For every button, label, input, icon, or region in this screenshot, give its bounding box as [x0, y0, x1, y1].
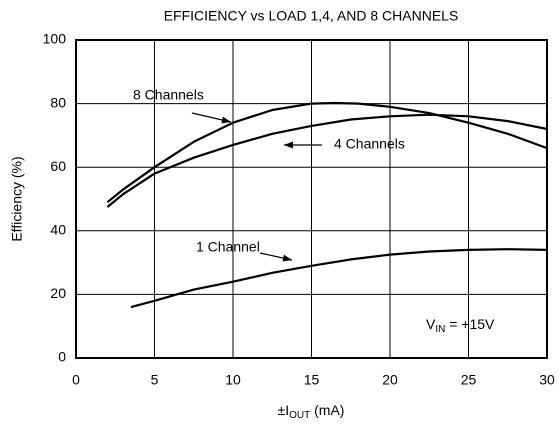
- x-label-sub: OUT: [289, 410, 310, 421]
- y-tick-label: 0: [58, 349, 66, 365]
- arrow-head: [221, 116, 231, 124]
- series-label: 4 Channels: [334, 136, 405, 152]
- x-tick-label: 15: [304, 372, 320, 388]
- x-tick-label: 5: [151, 372, 159, 388]
- y-tick-label: 100: [43, 31, 67, 47]
- cond-rest: = +15V: [445, 316, 495, 332]
- plot-frame: [75, 39, 548, 359]
- x-axis-label: ±IOUT (mA): [278, 402, 345, 421]
- x-tick-label: 30: [539, 372, 555, 388]
- x-label-main: ±I: [278, 402, 290, 418]
- y-tick-label: 80: [50, 94, 66, 110]
- x-tick-label: 10: [225, 372, 241, 388]
- x-tick-label: 20: [382, 372, 398, 388]
- x-tick-label: 0: [72, 372, 80, 388]
- y-tick-label: 20: [50, 285, 66, 301]
- chart-title: EFFICIENCY vs LOAD 1,4, AND 8 CHANNELS: [164, 8, 459, 24]
- y-tick-label: 60: [50, 158, 66, 174]
- series-line: [106, 101, 548, 204]
- x-label-rest: (mA): [310, 402, 344, 418]
- arrow-head: [282, 254, 292, 262]
- series-line: [130, 248, 548, 309]
- y-axis-label: Efficiency (%): [9, 156, 25, 241]
- arrow-head: [284, 141, 293, 149]
- series-line: [106, 113, 548, 208]
- series-label: 1 Channel: [196, 239, 260, 255]
- y-tick-label: 40: [50, 222, 66, 238]
- cond-main: V: [426, 316, 436, 332]
- condition-label: VIN = +15V: [426, 316, 495, 335]
- series-label: 8 Channels: [133, 87, 204, 103]
- cond-sub: IN: [435, 324, 445, 335]
- x-tick-label: 25: [461, 372, 477, 388]
